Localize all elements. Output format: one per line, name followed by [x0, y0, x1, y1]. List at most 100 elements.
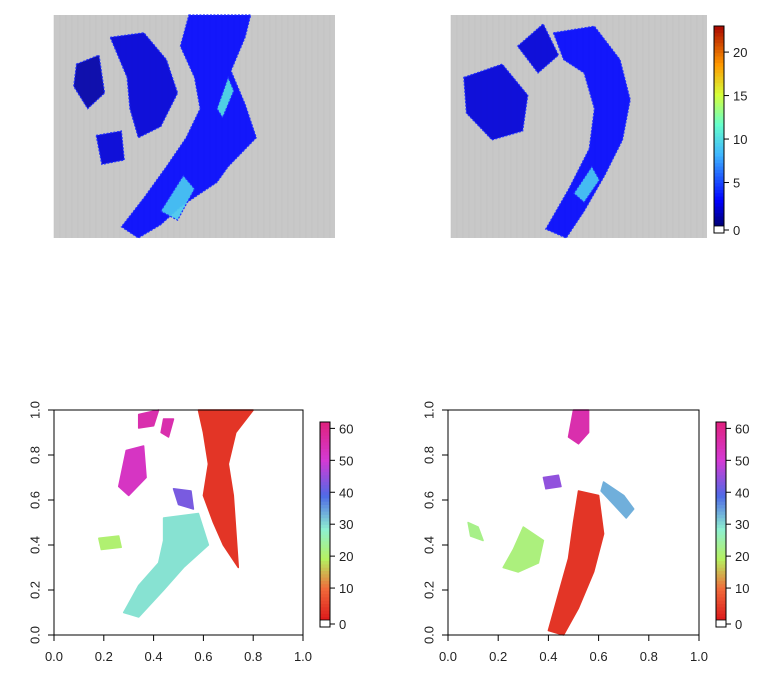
y-tick-label: 0.0	[27, 626, 42, 644]
colorbar-segment	[320, 557, 330, 562]
top-right-colorbar-segment	[714, 182, 724, 187]
colorbar-segment	[320, 468, 330, 472]
top-right-colorbar-segment	[714, 112, 724, 117]
colorbar-segment	[320, 524, 330, 529]
colorbar-segment	[320, 560, 330, 565]
top-right-colorbar-segment	[714, 86, 724, 90]
colorbar-segment	[320, 435, 330, 439]
colorbar-segment	[320, 587, 330, 591]
colorbar-segment	[320, 478, 330, 482]
colorbar-segment	[320, 511, 330, 515]
colorbar-segment	[320, 603, 330, 608]
colorbar-segment	[716, 560, 726, 565]
colorbar-segment	[320, 610, 330, 614]
scatter-panel-bottom-right: 0.0 0.2 0.4 0.6 0.8 1.0 0.0 0.2 0.4 0.6 0.8 1.0 0 10 2…	[421, 401, 749, 664]
colorbar-segment	[716, 425, 726, 430]
colorbar-segment	[716, 422, 726, 426]
colorbar-segment	[320, 507, 330, 512]
colorbar-segment	[320, 441, 330, 446]
top-right-colorbar-segment	[714, 122, 724, 127]
y-tick-label: 0.2	[421, 581, 436, 599]
colorbar-segment	[320, 425, 330, 430]
colorbar-segment	[320, 494, 330, 499]
colorbar-segment	[320, 540, 330, 545]
colorbar-segment	[716, 554, 726, 558]
top-right-colorbar-segment	[714, 79, 724, 84]
top-right-colorbar-segment	[714, 149, 724, 154]
colorbar-segment	[320, 537, 330, 542]
plot-frame	[447, 409, 700, 636]
x-tick-label: 0.4	[145, 649, 163, 664]
x-tick-label: 0.4	[539, 649, 557, 664]
colorbar-segment	[716, 544, 726, 548]
colorbar-segment	[320, 484, 330, 489]
colorbar-segment	[716, 514, 726, 519]
scatter-region-1	[137, 409, 160, 429]
top-right-colorbar-segment	[714, 162, 724, 167]
top-right-colorbar-segment	[714, 29, 724, 34]
colorbar-segment	[320, 458, 330, 463]
colorbar-segment	[716, 461, 726, 466]
top-right-colorbar-segment	[714, 219, 724, 224]
top-right-colorbar-segment	[714, 179, 724, 184]
colorbar-segment	[320, 580, 330, 585]
colorbar-segment	[716, 593, 726, 598]
top-right-colorbar-segment	[714, 202, 724, 207]
colorbar-segment	[716, 547, 726, 552]
top-right-colorbar-segment	[714, 106, 724, 110]
colorbar-segment	[716, 610, 726, 614]
colorbar-segment	[716, 537, 726, 542]
colorbar-tick-label: 40	[735, 485, 749, 500]
top-right-colorbar-segment	[714, 186, 724, 190]
colorbar-segment	[716, 534, 726, 538]
colorbar-segment	[716, 570, 726, 575]
colorbar-segment	[320, 534, 330, 538]
x-tick-label: 0.2	[489, 649, 507, 664]
colorbar-segment	[716, 497, 726, 502]
top-right-colorbar-segment	[714, 49, 724, 54]
colorbar-segment	[716, 613, 726, 618]
colorbar-segment	[320, 563, 330, 568]
colorbar-segment	[716, 530, 726, 535]
top-right-colorbar-segment	[714, 159, 724, 164]
top-right-colorbar-segment	[714, 156, 724, 160]
colorbar-segment	[716, 583, 726, 588]
colorbar-tick-label: 50	[735, 453, 749, 468]
top-right-colorbar-segment	[714, 142, 724, 147]
top-right-colorbar-segment	[714, 129, 724, 134]
top-right-colorbar-segment	[714, 189, 724, 194]
y-tick-label: 1.0	[421, 401, 436, 419]
colorbar-segment	[320, 600, 330, 604]
colorbar-segment	[320, 471, 330, 476]
heatmap-blob-1	[463, 63, 529, 141]
top-right-colorbar-segment	[714, 132, 724, 137]
x-tick-label: 0.2	[95, 649, 113, 664]
top-right-colorbar-segment	[714, 152, 724, 157]
top-right-colorbar-segment	[714, 66, 724, 70]
scatter-region-0	[197, 409, 254, 569]
y-tick-label: 0.6	[27, 491, 42, 509]
top-right-colorbar-segment	[714, 62, 724, 67]
colorbar-segment	[716, 501, 726, 505]
plot-frame	[53, 409, 304, 636]
scatter-region-2	[542, 474, 562, 490]
colorbar-segment	[716, 507, 726, 512]
colorbar-segment	[716, 468, 726, 472]
colorbar-segment	[320, 428, 330, 433]
colorbar-tick-label: 60	[735, 421, 749, 436]
x-tick-label: 0.8	[640, 649, 658, 664]
colorbar-segment	[716, 511, 726, 515]
top-right-colorbar-segment	[714, 192, 724, 197]
top-right-colorbar-segment	[714, 26, 724, 30]
heatmap-blob-3	[573, 165, 601, 204]
colorbar-segment	[716, 484, 726, 489]
scatter-region-0	[547, 490, 605, 636]
colorbar-segment	[716, 471, 726, 476]
colorbar-segment	[716, 488, 726, 492]
colorbar-tick-label: 60	[339, 421, 353, 436]
colorbar-segment	[716, 474, 726, 479]
colorbar-segment	[716, 596, 726, 601]
top-right-colorbar-segment	[714, 46, 724, 50]
y-tick-label: 0.2	[27, 581, 42, 599]
